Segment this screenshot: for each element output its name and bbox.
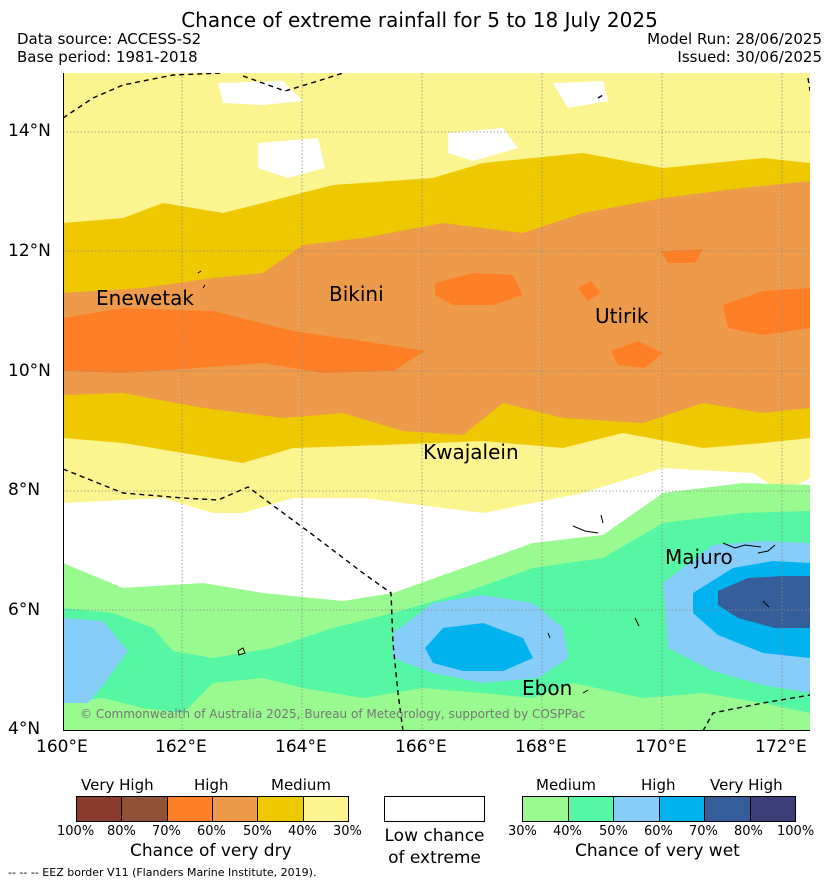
place-utirik: Utirik	[595, 304, 649, 328]
dry-70-region	[611, 341, 663, 368]
dry-tick: 40%	[288, 824, 317, 839]
dry-70-region	[723, 288, 810, 335]
dry-swatch	[303, 797, 348, 821]
dry-colorbar	[76, 796, 349, 822]
lat-label: 10°N	[8, 361, 51, 381]
low-chance-hole	[448, 128, 518, 161]
lon-label: 168°E	[515, 737, 567, 757]
wet-caption: Chance of very wet	[575, 841, 740, 861]
dry-level-very-high: Very High	[81, 776, 154, 794]
wet-level-very-high: Very High	[710, 776, 783, 794]
islands	[197, 270, 776, 694]
wet-tick: 70%	[689, 824, 718, 839]
dry-caption: Chance of very dry	[130, 841, 292, 861]
low-chance-swatch	[384, 796, 485, 822]
chart-title: Chance of extreme rainfall for 5 to 18 J…	[181, 8, 658, 32]
wet-swatch	[614, 797, 660, 821]
place-kwajalein: Kwajalein	[423, 440, 519, 464]
dry-70-region	[578, 281, 601, 301]
wet-level-medium: Medium	[536, 776, 596, 794]
lat-label: 14°N	[8, 121, 51, 141]
eez-footnote: -- -- -- EEZ border V11 (Flanders Marine…	[8, 866, 317, 879]
lon-label: 172°E	[755, 737, 807, 757]
place-bikini: Bikini	[329, 282, 384, 306]
lat-label: 4°N	[8, 719, 41, 739]
dry-70-region	[435, 273, 523, 305]
wet-70-region	[425, 623, 533, 671]
wet-tick: 30%	[508, 824, 537, 839]
wet-swatch	[659, 797, 705, 821]
dry-level-medium: Medium	[271, 776, 331, 794]
lat-label: 6°N	[8, 600, 41, 620]
wet-tick: 80%	[734, 824, 763, 839]
wet-swatch	[568, 797, 614, 821]
wet-60-region	[63, 618, 128, 703]
low-chance-hole	[553, 81, 608, 108]
dry-tick: 30%	[333, 824, 362, 839]
data-source: Data source: ACCESS-S2	[17, 30, 202, 48]
dry-level-high: High	[194, 776, 229, 794]
model-run: Model Run: 28/06/2025	[647, 30, 822, 48]
wet-swatch	[523, 797, 569, 821]
wet-tick: 40%	[553, 824, 582, 839]
low-chance-hole	[218, 81, 303, 105]
wet-swatch	[705, 797, 751, 821]
wet-level-high: High	[641, 776, 676, 794]
base-period: Base period: 1981-2018	[17, 48, 198, 66]
lon-label: 170°E	[635, 737, 687, 757]
place-majuro: Majuro	[665, 545, 733, 569]
dry-tick: 80%	[107, 824, 136, 839]
rainfall-map: Enewetak Bikini Utirik Kwajalein Majuro …	[63, 73, 810, 731]
dry-swatch	[122, 797, 168, 821]
lon-label: 162°E	[155, 737, 207, 757]
lat-label: 12°N	[8, 241, 51, 261]
dry-swatch	[167, 797, 213, 821]
low-chance-caption-2: of extreme	[388, 848, 481, 868]
wet-tick: 50%	[599, 824, 628, 839]
copyright-notice: © Commonwealth of Australia 2025, Bureau…	[80, 707, 585, 721]
dry-swatch	[258, 797, 304, 821]
graticule	[63, 73, 810, 731]
dry-tick: 60%	[197, 824, 226, 839]
dry-tick: 50%	[243, 824, 272, 839]
place-ebon: Ebon	[522, 676, 572, 700]
dry-tick: 100%	[57, 824, 95, 839]
wet-tick: 60%	[644, 824, 673, 839]
wet-swatch	[750, 797, 795, 821]
wet-tick: 100%	[777, 824, 815, 839]
place-enewetak: Enewetak	[96, 286, 194, 310]
dry-tick: 70%	[152, 824, 181, 839]
lon-label: 164°E	[275, 737, 327, 757]
low-chance-hole	[258, 138, 325, 178]
eez-border	[63, 73, 810, 731]
wet-colorbar	[522, 796, 796, 822]
lon-label: 166°E	[395, 737, 447, 757]
issued-date: Issued: 30/06/2025	[677, 48, 822, 66]
dry-swatch	[77, 797, 123, 821]
dry-70-region	[661, 249, 703, 263]
low-chance-caption-1: Low chance	[384, 826, 485, 846]
dry-60-region	[63, 181, 810, 435]
dry-70-region	[63, 308, 425, 373]
lat-label: 8°N	[8, 480, 41, 500]
lon-label: 160°E	[36, 737, 88, 757]
dry-swatch	[212, 797, 259, 821]
